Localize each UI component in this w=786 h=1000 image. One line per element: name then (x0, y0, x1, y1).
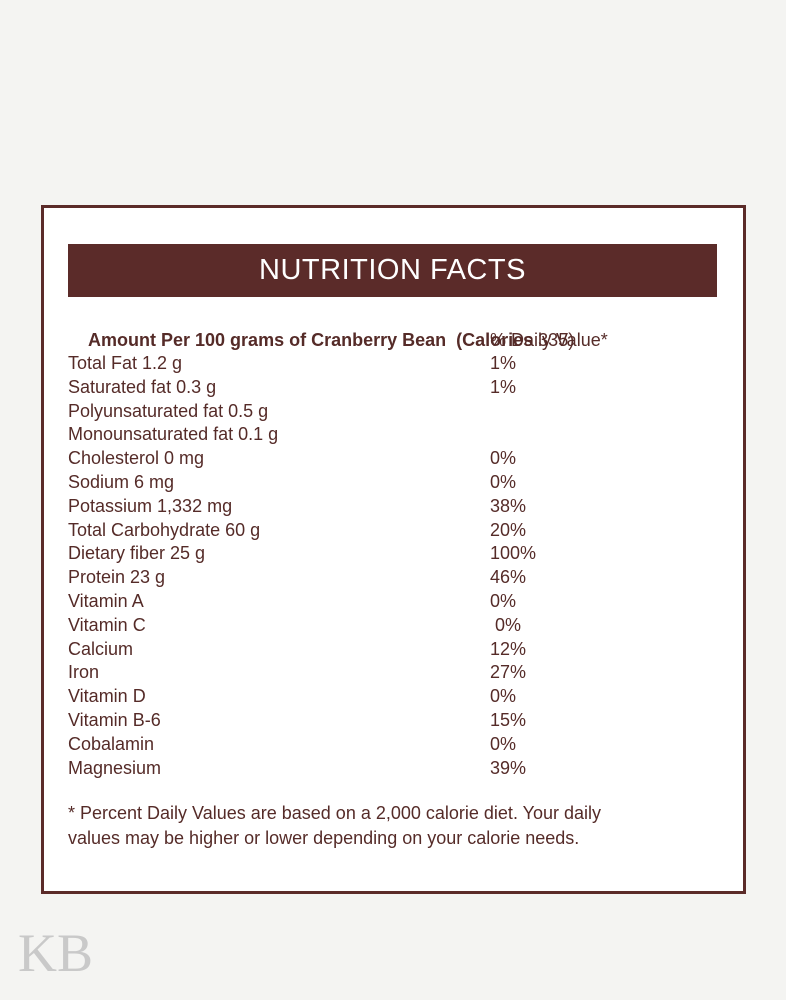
nutrient-label: Cholesterol 0 mg (68, 448, 205, 469)
nutrient-row-magnesium: Magnesium 39% (68, 757, 728, 781)
nutrient-row-saturated-fat: Saturated fat 0.3 g 1% (68, 376, 728, 400)
nutrient-label: Sodium 6 mg (68, 471, 175, 492)
nutrient-label: Protein 23 g (68, 567, 166, 588)
nutrition-facts-card: NUTRITION FACTS Amount Per 100 grams of … (41, 205, 746, 894)
nutrient-daily-value: 0% (490, 686, 517, 707)
nutrient-row-total-carbohydrate: Total Carbohydrate 60 g 20% (68, 519, 728, 543)
nutrient-row-vitamin-b6: Vitamin B-6 15% (68, 709, 728, 733)
calories-value: 335) (538, 330, 575, 350)
nutrient-label: Dietary fiber 25 g (68, 543, 206, 564)
nutrient-label: Polyunsaturated fat 0.5 g (68, 400, 269, 421)
nutrient-label: Potassium 1,332 mg (68, 495, 233, 516)
calories-label: (Calories (456, 330, 539, 350)
amount-label: Amount Per 100 grams of Cranberry Bean (88, 330, 457, 350)
nutrient-row-potassium: Potassium 1,332 mg 38% (68, 495, 728, 519)
daily-value-column-header: % Daily Value* (490, 330, 608, 350)
amount-per-serving-line: Amount Per 100 grams of Cranberry Bean (… (68, 304, 574, 376)
nutrient-label: Total Carbohydrate 60 g (68, 519, 261, 540)
kb-brand-watermark: KB (18, 923, 94, 983)
nutrient-daily-value: 1% (490, 376, 517, 397)
nutrient-label: Calcium (68, 638, 134, 659)
nutrient-row-sodium: Sodium 6 mg 0% (68, 471, 728, 495)
nutrient-daily-value: 46% (490, 567, 527, 588)
nutrient-daily-value: 0% (490, 448, 517, 469)
nutrient-label: Cobalamin (68, 733, 155, 754)
nutrient-label: Vitamin B-6 (68, 709, 161, 730)
nutrient-label: Monounsaturated fat 0.1 g (68, 424, 279, 445)
daily-value-footnote: * Percent Daily Values are based on a 2,… (68, 801, 698, 850)
nutrient-row-dietary-fiber: Dietary fiber 25 g 100% (68, 542, 728, 566)
footnote-line-2: values may be higher or lower depending … (68, 827, 580, 848)
nutrient-daily-value: 100% (490, 543, 537, 564)
nutrient-daily-value: 38% (490, 495, 527, 516)
nutrient-rows: Total Fat 1.2 g 1% Saturated fat 0.3 g 1% … (68, 352, 728, 780)
nutrient-row-protein: Protein 23 g 46% (68, 566, 728, 590)
nutrient-label: Iron (68, 662, 100, 683)
nutrient-label: Saturated fat 0.3 g (68, 376, 217, 397)
nutrient-row-calcium: Calcium 12% (68, 638, 728, 662)
nutrient-daily-value: 12% (490, 638, 527, 659)
nutrient-daily-value: 27% (490, 662, 527, 683)
nutrient-row-iron: Iron 27% (68, 661, 728, 685)
nutrient-daily-value: 1% (490, 353, 517, 373)
nutrient-daily-value: 0% (490, 590, 517, 611)
nutrient-daily-value: 0% (490, 614, 522, 635)
nutrient-daily-value: 39% (490, 757, 527, 778)
nutrient-label: Vitamin A (68, 590, 144, 611)
nutrient-row-vitamin-c: Vitamin C 0% (68, 614, 728, 638)
nutrient-row-vitamin-d: Vitamin D 0% (68, 685, 728, 709)
nutrient-row-cobalamin: Cobalamin 0% (68, 733, 728, 757)
nutrient-row-vitamin-a: Vitamin A 0% (68, 590, 728, 614)
nutrient-daily-value: 0% (490, 733, 517, 754)
nutrient-label: Magnesium (68, 757, 162, 778)
nutrient-row-monounsaturated-fat: Monounsaturated fat 0.1 g (68, 423, 728, 447)
nutrient-row-polyunsaturated-fat: Polyunsaturated fat 0.5 g (68, 400, 728, 424)
nutrient-daily-value: 0% (490, 471, 517, 492)
nutrient-row-cholesterol: Cholesterol 0 mg 0% (68, 447, 728, 471)
nutrient-label: Total Fat 1.2 g (68, 353, 183, 373)
nutrient-label: Vitamin D (68, 686, 146, 707)
nutrient-daily-value: 20% (490, 519, 527, 540)
nutrient-row-total-fat: Total Fat 1.2 g 1% (68, 352, 728, 376)
footnote-line-1: * Percent Daily Values are based on a 2,… (68, 803, 602, 823)
nutrient-daily-value: 15% (490, 709, 527, 730)
nutrient-label: Vitamin C (68, 614, 146, 635)
nutrition-facts-title: NUTRITION FACTS (68, 244, 717, 297)
